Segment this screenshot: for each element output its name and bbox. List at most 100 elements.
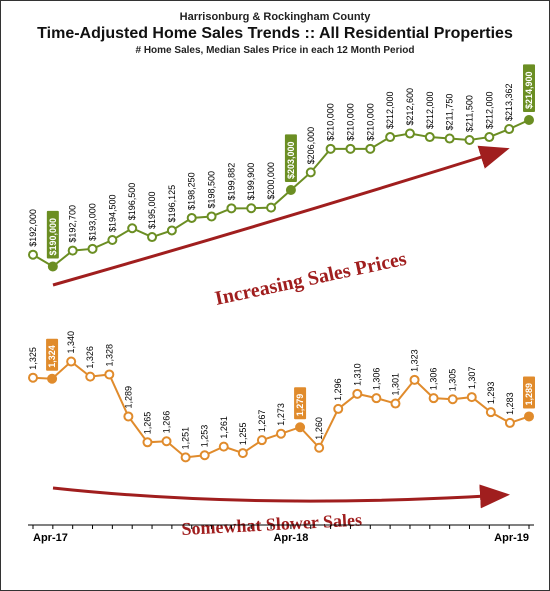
chart-subtitle: # Home Sales, Median Sales Price in each… (11, 45, 539, 56)
point-label: 1,261 (219, 416, 229, 439)
data-point (287, 186, 295, 194)
data-point (449, 395, 457, 403)
point-label: $196,125 (167, 185, 177, 223)
point-label: 1,307 (467, 367, 477, 390)
x-axis-label: Apr-19 (494, 532, 529, 544)
point-label: 1,283 (505, 392, 515, 415)
data-point (220, 443, 228, 451)
data-point (29, 251, 37, 259)
data-point (29, 374, 37, 382)
point-label: 1,255 (238, 423, 248, 446)
point-label: $212,600 (405, 88, 415, 126)
data-point (307, 168, 315, 176)
data-point (446, 135, 454, 143)
data-point (386, 133, 394, 141)
point-label: $206,000 (306, 127, 316, 165)
data-point (168, 226, 176, 234)
data-point (148, 233, 156, 241)
data-point (485, 133, 493, 141)
data-point (505, 125, 513, 133)
point-label-highlight: $214,900 (524, 71, 534, 109)
x-axis-label: Apr-18 (273, 532, 308, 544)
point-label: 1,296 (333, 378, 343, 401)
data-point (48, 375, 56, 383)
x-axis-label: Apr-17 (33, 532, 68, 544)
point-label: $198,500 (207, 171, 217, 209)
point-label: $198,250 (187, 172, 197, 210)
data-point (468, 393, 476, 401)
point-label: 1,310 (352, 363, 362, 386)
point-label: $211,500 (464, 95, 474, 132)
data-point (277, 430, 285, 438)
point-label-highlight: 1,324 (47, 345, 57, 368)
data-point (411, 376, 419, 384)
data-point (188, 214, 196, 222)
data-point (334, 405, 342, 413)
data-point (239, 449, 247, 457)
point-label: 1,306 (371, 368, 381, 391)
point-label: 1,260 (314, 417, 324, 440)
point-label-highlight: 1,289 (524, 383, 534, 406)
point-label-highlight: $203,000 (286, 141, 296, 179)
series-line (33, 120, 529, 266)
data-point (327, 145, 335, 153)
point-label: 1,325 (28, 347, 38, 370)
data-point (143, 438, 151, 446)
data-point (406, 130, 414, 138)
point-label: $192,000 (28, 209, 38, 247)
point-label: 1,251 (181, 427, 191, 450)
data-point (201, 451, 209, 459)
point-label: 1,306 (429, 368, 439, 391)
data-point (124, 412, 132, 420)
point-label: 1,267 (257, 410, 267, 433)
data-point (372, 394, 380, 402)
data-point (315, 444, 323, 452)
data-point (506, 419, 514, 427)
point-label: $210,000 (326, 103, 336, 141)
chart-svg: $192,000$190,000$192,700$193,000$194,500… (1, 60, 549, 580)
chart-container: Harrisonburg & Rockingham County Time-Ad… (0, 0, 550, 591)
data-point (296, 423, 304, 431)
annotation-sales: Somewhat Slower Sales (181, 510, 362, 539)
data-point (163, 437, 171, 445)
point-label: $211,750 (445, 94, 455, 131)
data-point (67, 358, 75, 366)
point-label: 1,323 (410, 349, 420, 372)
data-point (208, 212, 216, 220)
data-point (182, 453, 190, 461)
point-label: $199,882 (226, 163, 236, 201)
data-point (525, 412, 533, 420)
point-label: $194,500 (107, 194, 117, 232)
point-label: $212,000 (425, 92, 435, 130)
data-point (247, 204, 255, 212)
data-point (49, 262, 57, 270)
data-point (430, 394, 438, 402)
point-label: 1,305 (448, 369, 458, 392)
point-label: $200,000 (266, 162, 276, 200)
data-point (346, 145, 354, 153)
point-label-highlight: $190,000 (48, 218, 58, 256)
point-label: $195,000 (147, 192, 157, 230)
point-label: 1,289 (123, 386, 133, 409)
data-point (391, 400, 399, 408)
data-point (105, 370, 113, 378)
point-label: 1,265 (142, 412, 152, 435)
data-point (108, 236, 116, 244)
data-point (465, 136, 473, 144)
point-label-highlight: 1,279 (295, 394, 305, 417)
point-label: 1,326 (85, 346, 95, 369)
annotation-prices: Increasing Sales Prices (213, 248, 409, 310)
point-label: $193,000 (88, 203, 98, 241)
data-point (128, 224, 136, 232)
trend-arrow-prices (53, 150, 504, 285)
point-label: $210,000 (345, 103, 355, 141)
data-point (227, 204, 235, 212)
data-point (426, 133, 434, 141)
chart-header: Harrisonburg & Rockingham County Time-Ad… (1, 1, 549, 60)
data-point (86, 373, 94, 381)
point-label: $210,000 (365, 103, 375, 141)
data-point (258, 436, 266, 444)
data-point (366, 145, 374, 153)
point-label: $212,000 (484, 92, 494, 130)
location-text: Harrisonburg & Rockingham County (11, 11, 539, 23)
